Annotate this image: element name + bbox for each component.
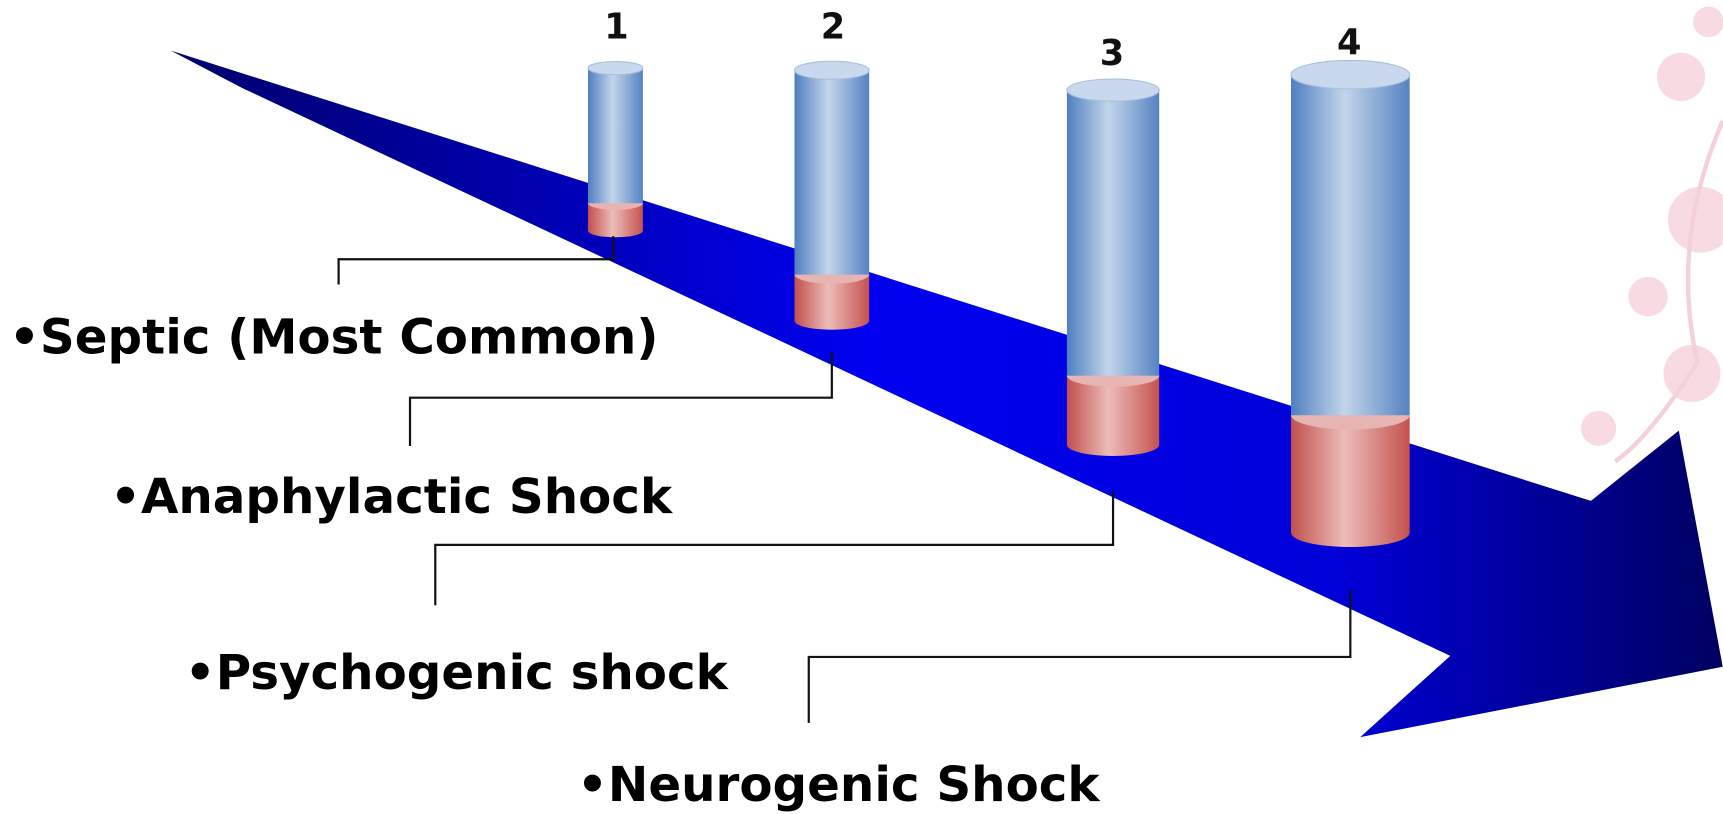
connector-line (339, 236, 614, 284)
cylinder-top (1067, 79, 1159, 101)
cylinder (794, 61, 869, 329)
shock-label: •Septic (Most Common) (9, 310, 658, 366)
step-number: 1 (604, 6, 628, 47)
cylinder-red-base (1067, 434, 1159, 456)
cylinder-red-base (1291, 519, 1410, 547)
cylinder-top (588, 62, 643, 75)
cylinder-blue (794, 70, 869, 274)
cylinder-red-base (794, 312, 869, 330)
cylinder-top (794, 61, 869, 79)
cylinder-top (1291, 60, 1410, 88)
cylinder-red (1291, 415, 1410, 533)
step-number: 2 (821, 6, 845, 47)
shock-label: •Psychogenic shock (185, 645, 730, 701)
cylinder-blue (1067, 90, 1159, 376)
blossom-decoration (1581, 7, 1723, 462)
cylinder-blue (1291, 75, 1410, 416)
shock-label: •Anaphylactic Shock (110, 469, 674, 525)
arrow (171, 51, 1723, 738)
cylinder-blue (588, 68, 643, 203)
cylinder (1067, 79, 1159, 456)
step-number: 4 (1337, 22, 1361, 63)
cylinder (588, 62, 643, 238)
slide: 1 •Septic (Most Common) 2 •Anaphylactic Sho… (0, 0, 1723, 814)
cylinder-red-base (588, 224, 643, 237)
connector-line (809, 590, 1351, 723)
step-number: 3 (1100, 33, 1124, 74)
shock-label: •Neurogenic Shock (577, 757, 1101, 813)
cylinder (1291, 60, 1410, 547)
